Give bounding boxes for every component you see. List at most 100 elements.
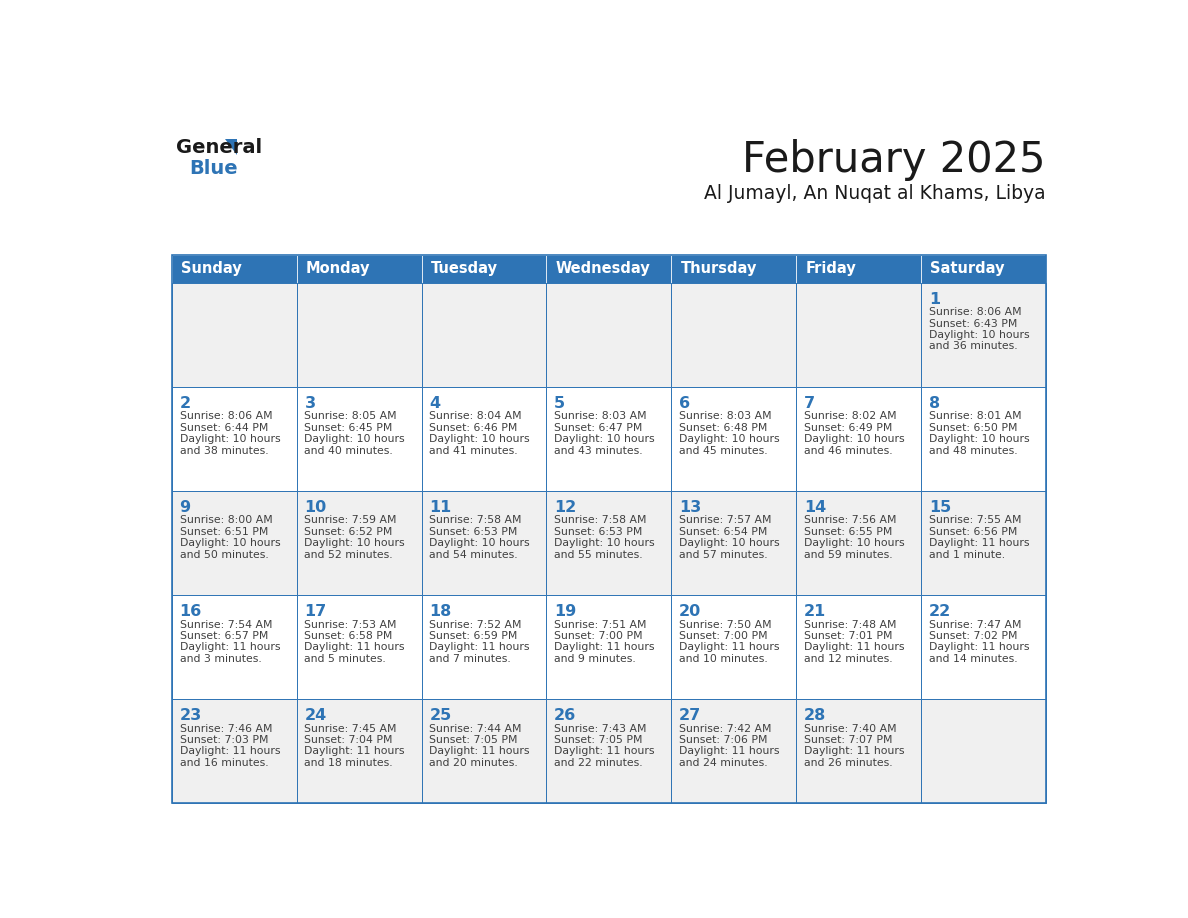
Text: Daylight: 10 hours: Daylight: 10 hours [554, 434, 655, 444]
Text: Sunrise: 7:48 AM: Sunrise: 7:48 AM [804, 620, 897, 630]
Text: Sunrise: 7:53 AM: Sunrise: 7:53 AM [304, 620, 397, 630]
Text: Sunset: 7:05 PM: Sunset: 7:05 PM [554, 735, 643, 745]
Text: Sunset: 7:07 PM: Sunset: 7:07 PM [804, 735, 892, 745]
Text: Sunset: 6:44 PM: Sunset: 6:44 PM [179, 423, 267, 432]
Text: Sunrise: 7:58 AM: Sunrise: 7:58 AM [554, 516, 646, 525]
Text: 5: 5 [554, 396, 565, 411]
Bar [546, 595, 671, 699]
Bar [796, 699, 921, 803]
Bar [921, 386, 1045, 491]
Text: 20: 20 [680, 604, 701, 620]
Text: Daylight: 11 hours: Daylight: 11 hours [804, 643, 904, 653]
Text: Monday: Monday [307, 262, 371, 276]
Bar [921, 595, 1045, 699]
Text: Sunset: 6:43 PM: Sunset: 6:43 PM [929, 319, 1017, 329]
Text: 25: 25 [429, 709, 451, 723]
Text: Daylight: 11 hours: Daylight: 11 hours [554, 746, 655, 756]
Bar [796, 595, 921, 699]
Text: and 38 minutes.: and 38 minutes. [179, 445, 268, 455]
Text: Daylight: 10 hours: Daylight: 10 hours [554, 538, 655, 548]
Text: Sunset: 7:05 PM: Sunset: 7:05 PM [429, 735, 518, 745]
Text: Sunrise: 8:01 AM: Sunrise: 8:01 AM [929, 411, 1022, 421]
Text: Sunset: 7:03 PM: Sunset: 7:03 PM [179, 735, 268, 745]
Text: Sunrise: 7:56 AM: Sunrise: 7:56 AM [804, 516, 897, 525]
Text: 18: 18 [429, 604, 451, 620]
Text: Sunrise: 8:06 AM: Sunrise: 8:06 AM [179, 411, 272, 421]
Text: Sunrise: 8:04 AM: Sunrise: 8:04 AM [429, 411, 522, 421]
Text: Sunset: 6:53 PM: Sunset: 6:53 PM [429, 527, 518, 537]
Text: 21: 21 [804, 604, 826, 620]
Text: Sunset: 6:54 PM: Sunset: 6:54 PM [680, 527, 767, 537]
Text: Daylight: 11 hours: Daylight: 11 hours [304, 643, 405, 653]
Text: and 54 minutes.: and 54 minutes. [429, 550, 518, 560]
Bar [297, 255, 422, 283]
Text: Sunset: 7:06 PM: Sunset: 7:06 PM [680, 735, 767, 745]
Text: Sunrise: 7:45 AM: Sunrise: 7:45 AM [304, 723, 397, 733]
Polygon shape [225, 140, 238, 155]
Text: Daylight: 11 hours: Daylight: 11 hours [680, 746, 779, 756]
Text: and 46 minutes.: and 46 minutes. [804, 445, 892, 455]
Text: 17: 17 [304, 604, 327, 620]
Text: Daylight: 10 hours: Daylight: 10 hours [804, 434, 904, 444]
Text: Sunrise: 8:03 AM: Sunrise: 8:03 AM [680, 411, 772, 421]
Text: 10: 10 [304, 500, 327, 515]
Text: 22: 22 [929, 604, 952, 620]
Bar [297, 283, 422, 386]
Text: 2: 2 [179, 396, 190, 411]
Text: Sunrise: 7:43 AM: Sunrise: 7:43 AM [554, 723, 646, 733]
Text: Daylight: 10 hours: Daylight: 10 hours [429, 538, 530, 548]
Text: Sunrise: 8:03 AM: Sunrise: 8:03 AM [554, 411, 646, 421]
Text: Tuesday: Tuesday [431, 262, 498, 276]
Bar [172, 386, 297, 491]
Text: Sunset: 7:02 PM: Sunset: 7:02 PM [929, 631, 1017, 641]
Bar [921, 283, 1045, 386]
Text: Sunrise: 7:42 AM: Sunrise: 7:42 AM [680, 723, 771, 733]
Bar [921, 255, 1045, 283]
Text: and 36 minutes.: and 36 minutes. [929, 341, 1017, 352]
Text: Sunrise: 7:51 AM: Sunrise: 7:51 AM [554, 620, 646, 630]
Bar [172, 491, 297, 595]
Text: Sunrise: 7:52 AM: Sunrise: 7:52 AM [429, 620, 522, 630]
Text: Sunset: 6:52 PM: Sunset: 6:52 PM [304, 527, 393, 537]
Bar [546, 491, 671, 595]
Bar [921, 491, 1045, 595]
Text: Sunrise: 7:58 AM: Sunrise: 7:58 AM [429, 516, 522, 525]
Bar [297, 699, 422, 803]
Text: and 52 minutes.: and 52 minutes. [304, 550, 393, 560]
Text: Sunday: Sunday [181, 262, 242, 276]
Text: and 48 minutes.: and 48 minutes. [929, 445, 1017, 455]
Text: Daylight: 10 hours: Daylight: 10 hours [179, 434, 280, 444]
Text: Sunrise: 7:55 AM: Sunrise: 7:55 AM [929, 516, 1022, 525]
Text: Sunrise: 7:46 AM: Sunrise: 7:46 AM [179, 723, 272, 733]
Text: Daylight: 11 hours: Daylight: 11 hours [929, 538, 1029, 548]
Text: Daylight: 11 hours: Daylight: 11 hours [304, 746, 405, 756]
Text: and 26 minutes.: and 26 minutes. [804, 758, 892, 767]
Text: and 12 minutes.: and 12 minutes. [804, 654, 892, 664]
Text: and 22 minutes.: and 22 minutes. [554, 758, 643, 767]
Text: Daylight: 10 hours: Daylight: 10 hours [429, 434, 530, 444]
Bar [546, 386, 671, 491]
Text: Daylight: 11 hours: Daylight: 11 hours [554, 643, 655, 653]
Bar [422, 255, 546, 283]
Text: Daylight: 10 hours: Daylight: 10 hours [804, 538, 904, 548]
Bar [546, 283, 671, 386]
Text: 6: 6 [680, 396, 690, 411]
Text: Daylight: 10 hours: Daylight: 10 hours [680, 538, 779, 548]
Text: and 50 minutes.: and 50 minutes. [179, 550, 268, 560]
Text: 11: 11 [429, 500, 451, 515]
Text: Daylight: 10 hours: Daylight: 10 hours [680, 434, 779, 444]
Text: Saturday: Saturday [930, 262, 1005, 276]
Text: Sunrise: 8:02 AM: Sunrise: 8:02 AM [804, 411, 897, 421]
Text: Blue: Blue [190, 159, 239, 178]
Text: 13: 13 [680, 500, 701, 515]
Bar [422, 386, 546, 491]
Text: and 18 minutes.: and 18 minutes. [304, 758, 393, 767]
Text: Sunrise: 8:00 AM: Sunrise: 8:00 AM [179, 516, 272, 525]
Text: Daylight: 10 hours: Daylight: 10 hours [929, 330, 1030, 340]
Text: Sunrise: 7:59 AM: Sunrise: 7:59 AM [304, 516, 397, 525]
Text: Al Jumayl, An Nuqat al Khams, Libya: Al Jumayl, An Nuqat al Khams, Libya [704, 185, 1045, 203]
Text: General: General [176, 138, 261, 157]
Text: and 20 minutes.: and 20 minutes. [429, 758, 518, 767]
Text: 19: 19 [554, 604, 576, 620]
Text: and 5 minutes.: and 5 minutes. [304, 654, 386, 664]
